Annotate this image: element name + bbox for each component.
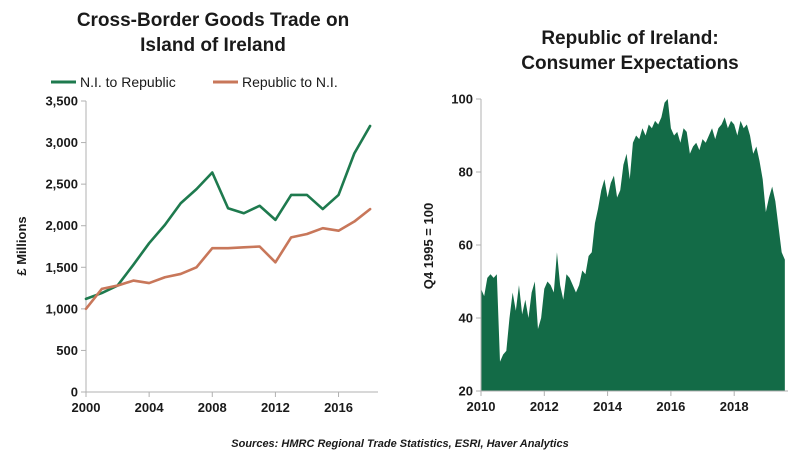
- left-chart-title-line1: Cross-Border Goods Trade on: [77, 10, 349, 31]
- y-tick-label: 80: [459, 165, 473, 180]
- legend-label-republic-to-ni: Republic to N.I.: [242, 74, 338, 90]
- consumer-expectations-area: [481, 99, 785, 391]
- x-tick-label: 2016: [324, 400, 353, 415]
- left-y-axis-label: £ Millions: [14, 216, 29, 275]
- x-tick-label: 2004: [135, 400, 165, 415]
- y-tick-label: 2,000: [45, 218, 78, 233]
- x-tick-label: 2016: [656, 399, 685, 414]
- left-chart-title-line2: Island of Ireland: [140, 35, 286, 56]
- y-tick-label: 100: [451, 92, 473, 107]
- y-tick-label: 60: [459, 238, 473, 253]
- y-tick-label: 20: [459, 384, 473, 399]
- y-tick-label: 1,000: [45, 301, 78, 316]
- right-plot-area: 20 40 60 80 100 2010 2012 2014 2016 2018: [451, 92, 788, 414]
- source-note: Sources: HMRC Regional Trade Statistics,…: [231, 438, 568, 450]
- left-plot-area: 0 500 1,000 1,500 2,000 2,500 3,000 3,500 2000 20…: [45, 94, 378, 415]
- y-tick-label: 2,500: [45, 177, 78, 192]
- x-tick-label: 2014: [593, 399, 623, 414]
- y-tick-label: 40: [459, 311, 473, 326]
- series-line-republic-to-ni: [84, 207, 372, 311]
- right-chart-title-line1: Republic of Ireland:: [541, 28, 718, 49]
- y-tick-label: 0: [71, 385, 78, 400]
- legend-label-ni-to-republic: N.I. to Republic: [80, 74, 176, 90]
- right-chart-title-line2: Consumer Expectations: [521, 53, 739, 74]
- y-tick-label: 1,500: [45, 260, 78, 275]
- x-tick-label: 2018: [720, 399, 749, 414]
- series-line-ni-to-republic: [84, 124, 372, 301]
- x-tick-label: 2008: [198, 400, 227, 415]
- y-tick-label: 500: [56, 343, 78, 358]
- x-tick-label: 2000: [72, 400, 101, 415]
- y-tick-label: 3,000: [45, 135, 78, 150]
- x-tick-label: 2012: [530, 399, 559, 414]
- y-tick-label: 3,500: [45, 94, 78, 109]
- x-tick-label: 2010: [467, 399, 496, 414]
- right-y-axis-label: Q4 1995 = 100: [421, 203, 436, 289]
- x-tick-label: 2012: [261, 400, 290, 415]
